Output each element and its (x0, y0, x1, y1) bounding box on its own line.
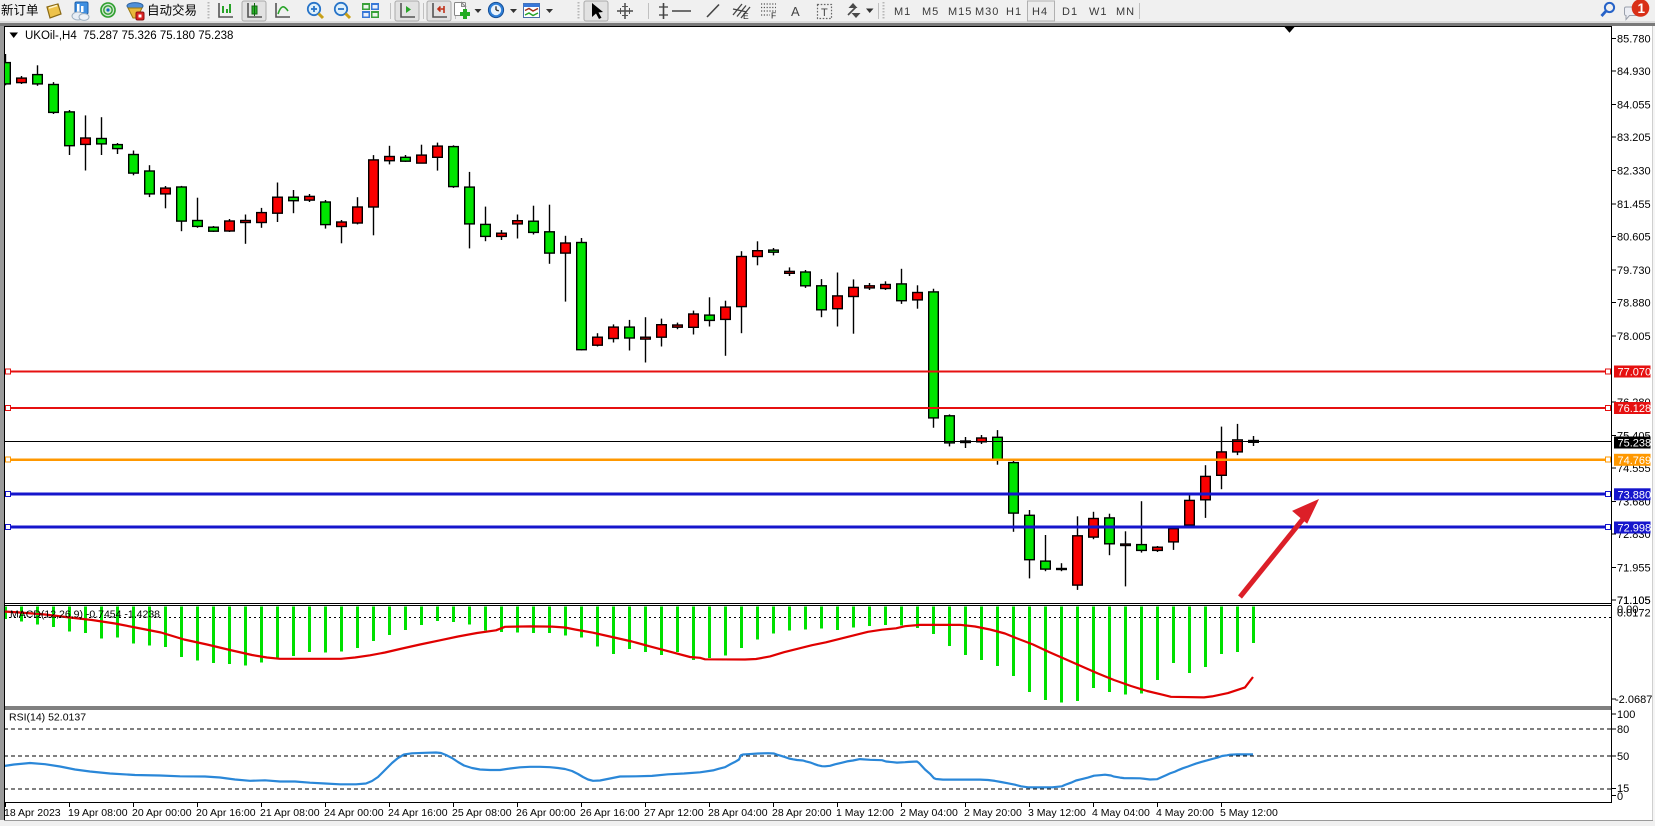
svg-text:19 Apr 08:00: 19 Apr 08:00 (68, 807, 128, 819)
svg-text:26 Apr 16:00: 26 Apr 16:00 (580, 807, 640, 819)
svg-text:0.0172: 0.0172 (1617, 608, 1651, 620)
svg-text:77.070: 77.070 (1618, 367, 1652, 379)
svg-text:15: 15 (1617, 783, 1629, 795)
svg-text:M15: M15 (948, 6, 972, 18)
svg-text:25 Apr 08:00: 25 Apr 08:00 (452, 807, 512, 819)
svg-text:0.00: 0.00 (1617, 604, 1638, 616)
svg-text:MN: MN (1116, 6, 1135, 18)
svg-text:28 Apr 04:00: 28 Apr 04:00 (708, 807, 768, 819)
svg-text:W1: W1 (1089, 6, 1108, 18)
svg-text:76.128: 76.128 (1618, 403, 1652, 415)
svg-text:26 Apr 00:00: 26 Apr 00:00 (516, 807, 576, 819)
svg-text:74.555: 74.555 (1617, 463, 1651, 475)
svg-text:M30: M30 (975, 6, 999, 18)
svg-text:80: 80 (1617, 724, 1629, 736)
svg-text:MACD(12,26,9) -0.7454 -1.4238: MACD(12,26,9) -0.7454 -1.4238 (10, 609, 160, 621)
svg-text:2 May 04:00: 2 May 04:00 (900, 807, 958, 819)
svg-text:UKOil-,H4 75.287 75.326 75.18: UKOil-,H4 75.287 75.326 75.180 75.238 (25, 30, 233, 42)
svg-text:H4: H4 (1032, 6, 1048, 18)
svg-text:自动交易: 自动交易 (147, 3, 197, 18)
svg-text:73.880: 73.880 (1618, 489, 1652, 501)
svg-text:78.005: 78.005 (1617, 331, 1651, 343)
svg-text:4 May 20:00: 4 May 20:00 (1156, 807, 1214, 819)
svg-text:50: 50 (1617, 751, 1629, 763)
svg-text:F: F (771, 11, 776, 21)
svg-text:28 Apr 20:00: 28 Apr 20:00 (772, 807, 832, 819)
svg-text:84.930: 84.930 (1617, 66, 1651, 78)
svg-text:24 Apr 16:00: 24 Apr 16:00 (388, 807, 448, 819)
svg-text:20 Apr 16:00: 20 Apr 16:00 (196, 807, 256, 819)
svg-text:20 Apr 00:00: 20 Apr 00:00 (132, 807, 192, 819)
svg-text:M5: M5 (922, 6, 939, 18)
svg-text:83.205: 83.205 (1617, 132, 1651, 144)
svg-text:-2.0687: -2.0687 (1615, 694, 1652, 706)
svg-text:M1: M1 (894, 6, 911, 18)
svg-text:D1: D1 (1062, 6, 1078, 18)
svg-text:5 May 12:00: 5 May 12:00 (1220, 807, 1278, 819)
svg-text:85.780: 85.780 (1617, 34, 1651, 46)
svg-text:21 Apr 08:00: 21 Apr 08:00 (260, 807, 320, 819)
svg-text:80.605: 80.605 (1617, 232, 1651, 244)
svg-text:2 May 20:00: 2 May 20:00 (964, 807, 1022, 819)
svg-text:79.730: 79.730 (1617, 265, 1651, 277)
svg-text:A: A (791, 4, 800, 19)
svg-text:27 Apr 12:00: 27 Apr 12:00 (644, 807, 704, 819)
svg-text:78.880: 78.880 (1617, 298, 1651, 310)
svg-text:新订单: 新订单 (1, 3, 39, 18)
svg-text:1 May 12:00: 1 May 12:00 (836, 807, 894, 819)
svg-text:0: 0 (1617, 791, 1623, 803)
svg-text:71.105: 71.105 (1617, 595, 1651, 607)
svg-text:E: E (743, 11, 749, 21)
svg-text:74.769: 74.769 (1618, 455, 1652, 467)
svg-text:24 Apr 00:00: 24 Apr 00:00 (324, 807, 384, 819)
svg-text:71.105: 71.105 (1617, 595, 1651, 607)
svg-text:82.330: 82.330 (1617, 166, 1651, 178)
svg-text:T: T (821, 7, 828, 19)
svg-text:H1: H1 (1006, 6, 1022, 18)
svg-text:84.055: 84.055 (1617, 100, 1651, 112)
svg-text:RSI(14) 52.0137: RSI(14) 52.0137 (9, 712, 86, 724)
svg-text:1: 1 (1638, 1, 1646, 16)
svg-text:18 Apr 2023: 18 Apr 2023 (4, 807, 61, 819)
svg-text:72.998: 72.998 (1618, 523, 1652, 535)
svg-text:4 May 04:00: 4 May 04:00 (1092, 807, 1150, 819)
svg-text:81.455: 81.455 (1617, 199, 1651, 211)
svg-text:75.238: 75.238 (1618, 438, 1652, 450)
svg-text:3 May 12:00: 3 May 12:00 (1028, 807, 1086, 819)
svg-text:100: 100 (1617, 709, 1635, 721)
svg-text:71.955: 71.955 (1617, 563, 1651, 575)
